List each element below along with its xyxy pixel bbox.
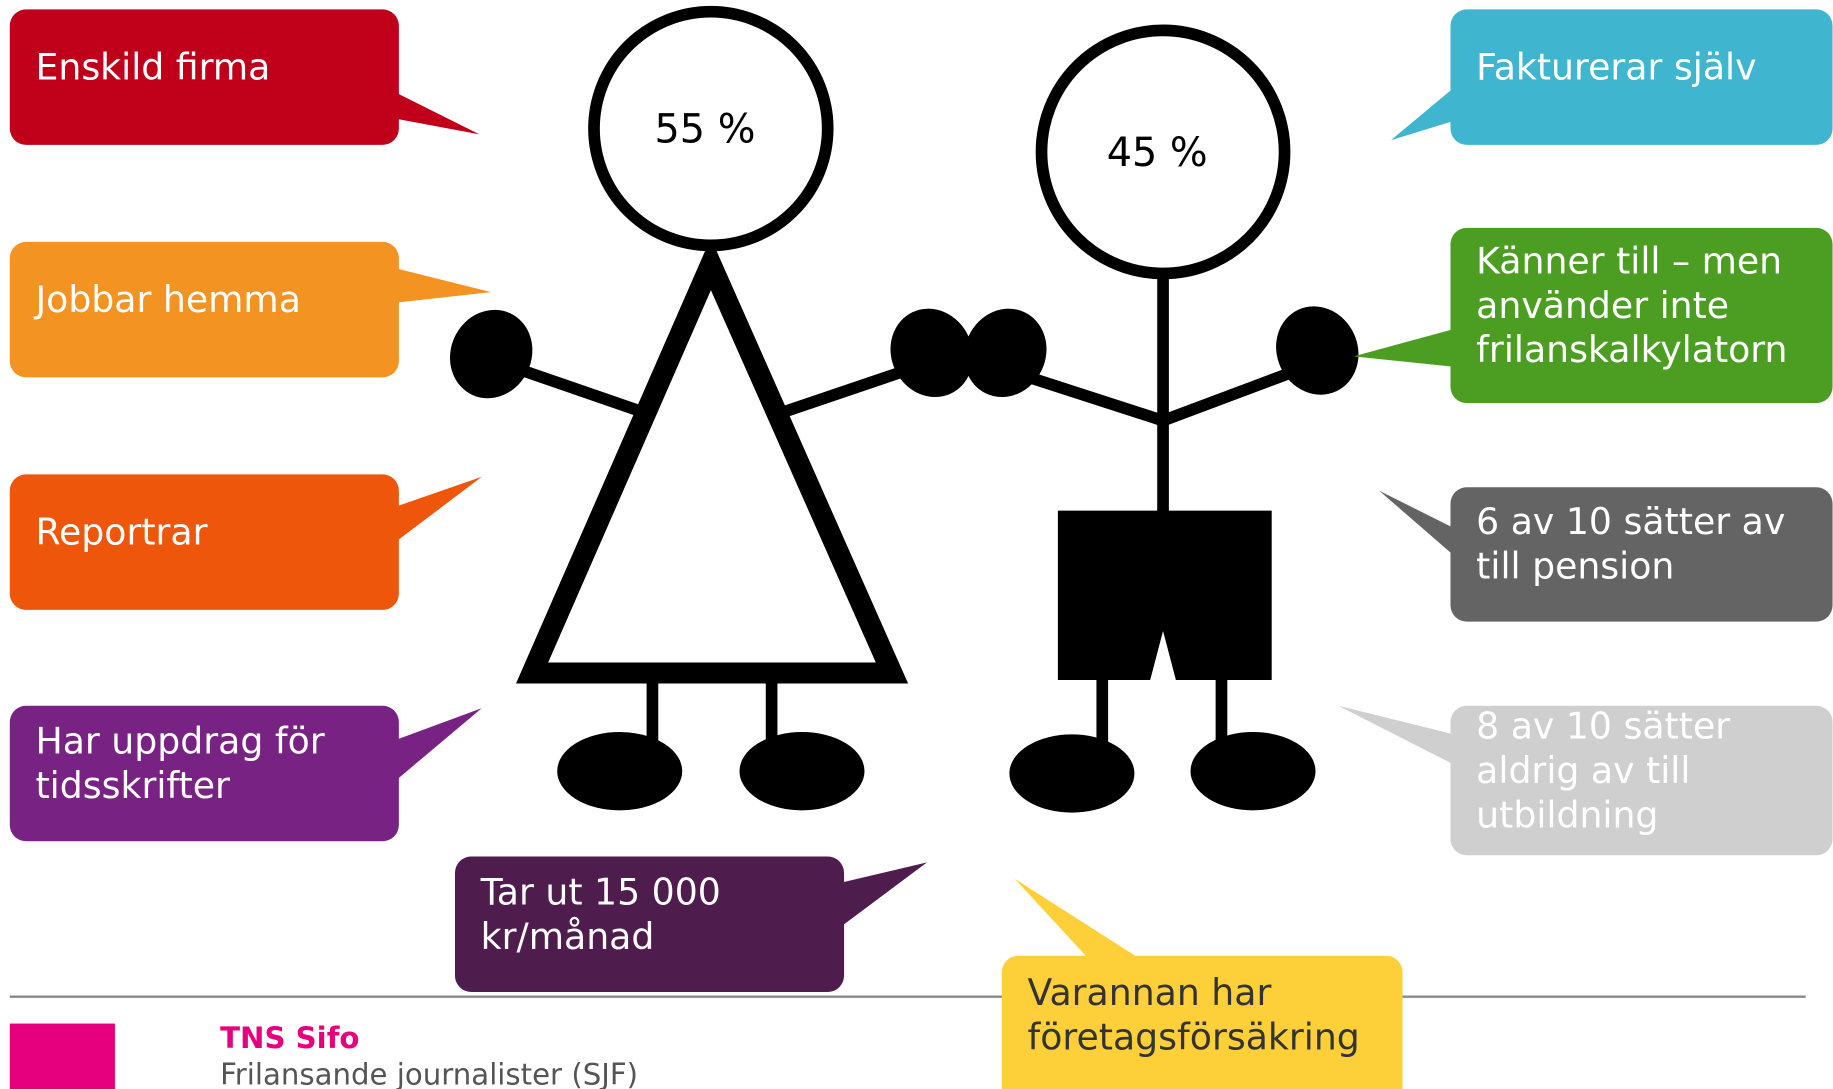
speech-bubble: Reportrar	[10, 474, 482, 610]
bubble-text: använder inte	[1476, 284, 1729, 327]
bubble-text: aldrig av till	[1476, 749, 1690, 792]
bubble-text: 6 av 10 sätter av	[1476, 500, 1785, 543]
bubble-text: utbildning	[1476, 793, 1658, 836]
bubble-tail	[1338, 706, 1467, 771]
infographic: 55 % 45 % TNS Sifo Frilansande journalis…	[0, 0, 1833, 1089]
share-label: 55 %	[655, 107, 756, 153]
bubble-text: till pension	[1476, 544, 1674, 587]
bubble-text: 8 av 10 sätter	[1476, 704, 1730, 747]
bubble-text: Har uppdrag för	[35, 720, 324, 763]
bubble-text: Känner till – men	[1476, 239, 1782, 282]
bubble-text: Jobbar hemma	[33, 278, 300, 321]
bubble-text: Enskild firma	[35, 45, 270, 88]
bubble-text: kr/månad	[481, 915, 655, 958]
speech-bubble: Fakturerar själv	[1391, 9, 1833, 145]
bubble-text: Tar ut 15 000	[480, 870, 721, 913]
woman-figure: 55 %	[436, 12, 986, 810]
speech-bubble: Jobbar hemma	[10, 242, 491, 378]
bubble-text: tidsskrifter	[35, 764, 230, 807]
bubble-text: företagsförsäkring	[1028, 1015, 1360, 1058]
bubble-text: frilanskalkylatorn	[1476, 328, 1787, 371]
share-label: 45 %	[1107, 130, 1208, 176]
bubble-tail	[1354, 327, 1467, 368]
man-figure: 45 %	[951, 30, 1373, 812]
footer-brand: TNS Sifo	[220, 1021, 359, 1055]
speech-bubble: Enskild firma	[10, 9, 480, 145]
bubble-text: Reportrar	[35, 511, 207, 554]
bubble-text: Varannan har	[1028, 971, 1272, 1014]
footer-subtitle: Frilansande journalister (SJF)	[220, 1057, 638, 1089]
bubble-text: Fakturerar själv	[1476, 45, 1756, 88]
bubbles: Enskild firma Jobbar hemma Reportrar Har up…	[10, 9, 1833, 1089]
logo-square	[10, 1024, 115, 1089]
